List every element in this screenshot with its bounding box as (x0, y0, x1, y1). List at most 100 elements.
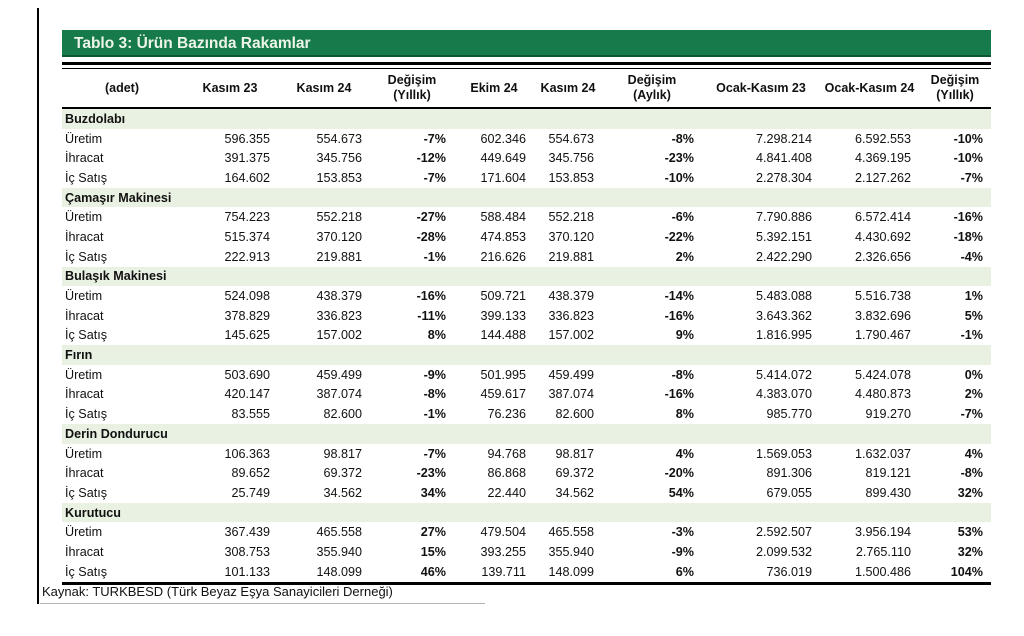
value-cell: 3.956.194 (854, 525, 911, 540)
pct-cell: -7% (960, 170, 983, 185)
value-cell: 157.002 (316, 328, 362, 343)
value-cell: 420.147 (224, 387, 270, 402)
value-cell: 479.504 (480, 525, 526, 540)
col-header-label: Kasım 24 (296, 80, 352, 95)
source-note: Kaynak: TURKBESD (Türk Beyaz Eşya Sanayi… (40, 584, 485, 604)
value-cell: 5.392.151 (755, 229, 812, 244)
value-cell: 465.558 (548, 525, 594, 540)
pct-cell: 1% (964, 289, 983, 304)
value-cell: 679.055 (766, 485, 812, 500)
data-row: Üretim 754.223 552.218 -27% 588.484 552.218 -6… (62, 207, 991, 227)
value-cell: 83.555 (231, 407, 270, 422)
pct-cell: -28% (416, 229, 446, 244)
value-cell: 219.881 (316, 249, 362, 264)
value-cell: 501.995 (480, 367, 526, 382)
title-divider-rule (62, 62, 991, 69)
col-header-8: Ocak-Kasım 24 (820, 69, 919, 109)
pct-cell: -23% (664, 151, 694, 166)
pct-cell: -16% (416, 289, 446, 304)
value-cell: 4.841.408 (755, 151, 812, 166)
value-cell: 101.133 (224, 564, 270, 579)
value-cell: 6.592.553 (854, 131, 911, 146)
data-row: Üretim 503.690 459.499 -9% 501.995 459.499 -8%… (62, 365, 991, 385)
pct-cell: -8% (671, 131, 694, 146)
pct-cell: -27% (416, 210, 446, 225)
pct-cell: 0% (964, 367, 983, 382)
value-cell: 552.218 (548, 210, 594, 225)
value-cell: 7.298.214 (755, 131, 812, 146)
pct-cell: 27% (420, 525, 446, 540)
value-cell: 2.127.262 (854, 170, 911, 185)
section-row: Bulaşık Makinesi (62, 266, 991, 287)
value-cell: 387.074 (548, 387, 594, 402)
section-label: Kurutucu (62, 502, 991, 523)
col-header-sublabel: (Aylık) (633, 88, 671, 102)
value-cell: 98.817 (555, 446, 594, 461)
value-cell: 86.868 (487, 466, 526, 481)
data-row: İç Satış 25.749 34.562 34% 22.440 34.562 54% 67… (62, 483, 991, 503)
pct-cell: 5% (964, 308, 983, 323)
pct-cell: 32% (957, 544, 983, 559)
row-label: İhracat (65, 151, 104, 166)
value-cell: 736.019 (766, 564, 812, 579)
pct-cell: 104% (950, 564, 983, 579)
col-header-9: Değişim (Yıllık) (919, 69, 991, 109)
data-row: İhracat 391.375 345.756 -12% 449.649 345.756 -… (62, 148, 991, 168)
row-label: İç Satış (65, 328, 107, 343)
value-cell: 336.823 (548, 308, 594, 323)
value-cell: 438.379 (316, 289, 362, 304)
col-header-4: Ekim 24 (454, 69, 534, 109)
value-cell: 34.562 (323, 485, 362, 500)
pct-cell: -20% (664, 466, 694, 481)
row-label: İç Satış (65, 249, 107, 264)
value-cell: 4.480.873 (854, 387, 911, 402)
value-cell: 5.483.088 (755, 289, 812, 304)
value-cell: 2.592.507 (755, 525, 812, 540)
value-cell: 148.099 (316, 564, 362, 579)
col-header-6: Değişim (Aylık) (602, 69, 702, 109)
value-cell: 3.643.362 (755, 308, 812, 323)
table-body: Buzdolabı Üretim 596.355 554.673 -7% 602.346 5… (62, 108, 991, 583)
data-row: Üretim 106.363 98.817 -7% 94.768 98.817 4% 1.56… (62, 444, 991, 464)
row-label: İhracat (65, 544, 104, 559)
pct-cell: -16% (953, 210, 983, 225)
value-cell: 754.223 (224, 210, 270, 225)
pct-cell: -7% (423, 170, 446, 185)
value-cell: 76.236 (487, 407, 526, 422)
value-cell: 449.649 (480, 151, 526, 166)
value-cell: 387.074 (316, 387, 362, 402)
pct-cell: -18% (953, 229, 983, 244)
value-cell: 222.913 (224, 249, 270, 264)
col-header-label: Kasım 24 (540, 80, 596, 95)
value-cell: 216.626 (480, 249, 526, 264)
pct-cell: -3% (671, 525, 694, 540)
value-cell: 1.500.486 (854, 564, 911, 579)
pct-cell: 15% (420, 544, 446, 559)
row-label: İhracat (65, 229, 104, 244)
value-cell: 509.721 (480, 289, 526, 304)
value-cell: 370.120 (316, 229, 362, 244)
value-cell: 2.422.290 (755, 249, 812, 264)
row-label: İç Satış (65, 485, 107, 500)
section-label: Çamaşır Makinesi (62, 187, 991, 208)
value-cell: 157.002 (548, 328, 594, 343)
pct-cell: -16% (664, 387, 694, 402)
value-cell: 308.753 (224, 544, 270, 559)
value-cell: 2.326.656 (854, 249, 911, 264)
value-cell: 171.604 (480, 170, 526, 185)
col-header-7: Ocak-Kasım 23 (702, 69, 820, 109)
value-cell: 22.440 (487, 485, 526, 500)
value-cell: 4.383.070 (755, 387, 812, 402)
data-row: İhracat 515.374 370.120 -28% 474.853 370.120 -… (62, 227, 991, 247)
pct-cell: 2% (675, 249, 694, 264)
value-cell: 144.488 (480, 328, 526, 343)
pct-cell: -16% (664, 308, 694, 323)
data-row: İç Satış 164.602 153.853 -7% 171.604 153.853 -… (62, 168, 991, 188)
row-label: Üretim (65, 446, 103, 461)
value-cell: 819.121 (865, 466, 911, 481)
value-cell: 219.881 (548, 249, 594, 264)
row-label: İhracat (65, 308, 104, 323)
value-cell: 69.372 (555, 466, 594, 481)
pct-cell: -23% (416, 466, 446, 481)
pct-cell: 46% (420, 564, 446, 579)
